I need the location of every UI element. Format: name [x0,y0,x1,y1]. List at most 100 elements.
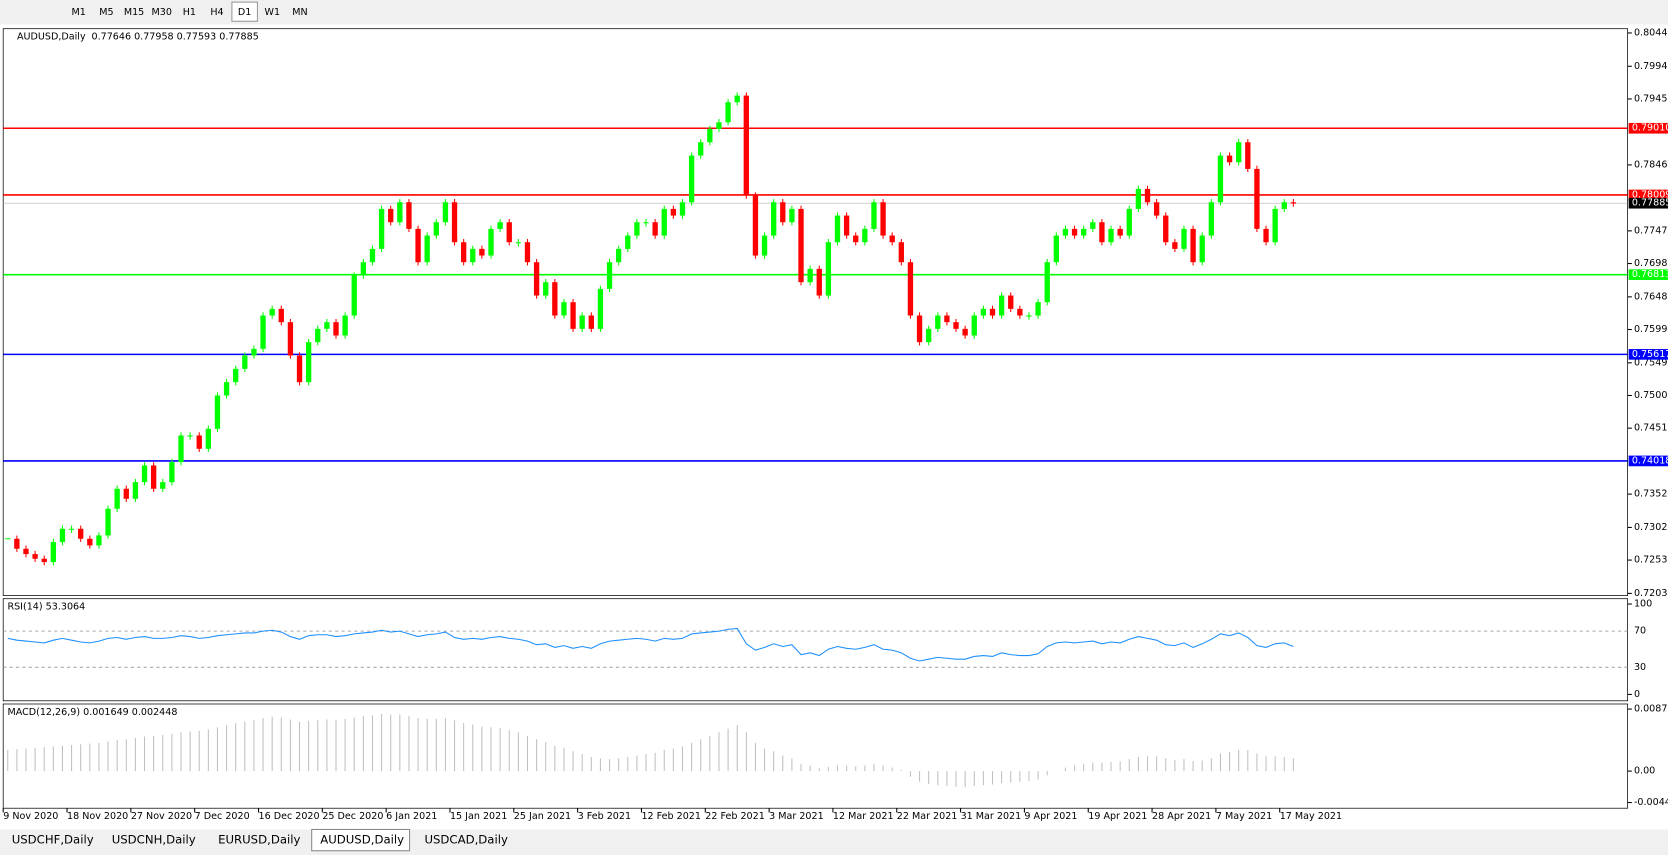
candle [1272,208,1278,243]
level-label-box [1628,122,1668,134]
timeframe-button[interactable]: W1 [265,7,281,18]
x-tick-label: 25 Jan 2021 [514,811,571,822]
tab[interactable]: USDCHF,Daily [12,833,94,847]
tab[interactable]: USDCNH,Daily [112,833,196,847]
candle [1062,228,1069,236]
candle [752,195,759,256]
timeframe-button[interactable]: H1 [183,7,196,18]
candle [1081,228,1087,236]
level-label-box [1628,455,1668,467]
rsi-tick-label: 70 [1634,626,1646,637]
candle [552,282,558,316]
candle [743,95,749,196]
candle [1236,142,1242,163]
candle [369,248,376,263]
candle [214,395,221,429]
candle [625,235,631,249]
x-tick-label: 28 Apr 2021 [1152,811,1211,822]
rsi-tick-label: 0 [1634,689,1640,700]
tab[interactable]: USDCAD,Daily [424,833,508,847]
candle [935,315,941,329]
candle [606,262,613,289]
candle [1163,215,1169,243]
candle [1017,308,1023,316]
x-tick-label: 27 Nov 2020 [131,811,192,822]
candle [169,462,175,483]
candle [59,528,66,543]
timeframe-button[interactable]: M5 [99,7,113,18]
candle [971,315,977,336]
rsi-title: RSI(14) 53.3064 [7,602,85,613]
candle [1008,295,1014,309]
candle [789,208,795,223]
toolbar [0,0,1668,25]
candle [1035,302,1041,316]
x-tick-label: 25 Dec 2020 [322,811,383,822]
candle [944,315,950,323]
level-label: 0.79010 [1632,123,1668,134]
macd-tick-label: -0.00445 [1634,797,1668,808]
candle [23,548,29,555]
candle [652,222,658,236]
candle [634,222,640,236]
candle [87,538,93,546]
candle [378,208,385,249]
candle [132,482,139,499]
candle [260,315,266,349]
candle [1245,142,1251,169]
candle [980,308,987,316]
candle [433,222,439,236]
macd-tick-label: 0.00 [1634,766,1655,777]
tab[interactable]: AUDUSD,Daily [320,833,404,847]
rsi-tick-label: 30 [1634,662,1646,673]
candle [324,322,330,329]
candle [816,268,822,296]
candle [506,222,512,243]
candle [388,208,394,223]
candle [1144,188,1151,203]
level-label-box [1628,269,1668,280]
candle [351,275,357,316]
timeframe-button[interactable]: M15 [124,7,144,18]
candle [588,315,594,329]
candle [771,202,777,236]
candle [1153,202,1160,216]
candle [178,435,184,463]
candle [397,202,403,223]
rsi-line [7,627,1294,662]
candle [296,355,303,383]
candle [141,465,148,483]
x-tick-label: 16 Dec 2020 [258,811,319,822]
candle [460,242,467,263]
candle [880,202,886,236]
candle [150,465,157,489]
x-tick-label: 9 Nov 2020 [3,811,58,822]
x-tick-label: 6 Jan 2021 [386,811,437,822]
x-tick-label: 22 Mar 2021 [897,811,958,822]
rsi-pane [2,598,1628,702]
level-label: 0.78009 [1632,189,1668,200]
candle [1135,188,1142,209]
timeframe-button[interactable]: D1 [238,7,251,18]
candle [843,215,850,236]
timeframe-button[interactable]: MN [292,7,307,18]
tab[interactable]: EURUSD,Daily [218,833,300,847]
candle [670,208,677,216]
candle [1254,168,1260,229]
candle [543,282,549,296]
candle [1090,222,1096,229]
candle [825,242,832,296]
x-tick-label: 7 Dec 2020 [195,811,250,822]
candle [1290,202,1297,204]
candle [853,235,859,243]
candle [424,235,430,263]
candle [187,435,193,437]
timeframe-button[interactable]: H4 [210,7,223,18]
candle [761,235,768,256]
timeframe-button[interactable]: M30 [151,7,171,18]
timeframe-button[interactable]: M1 [72,7,86,18]
